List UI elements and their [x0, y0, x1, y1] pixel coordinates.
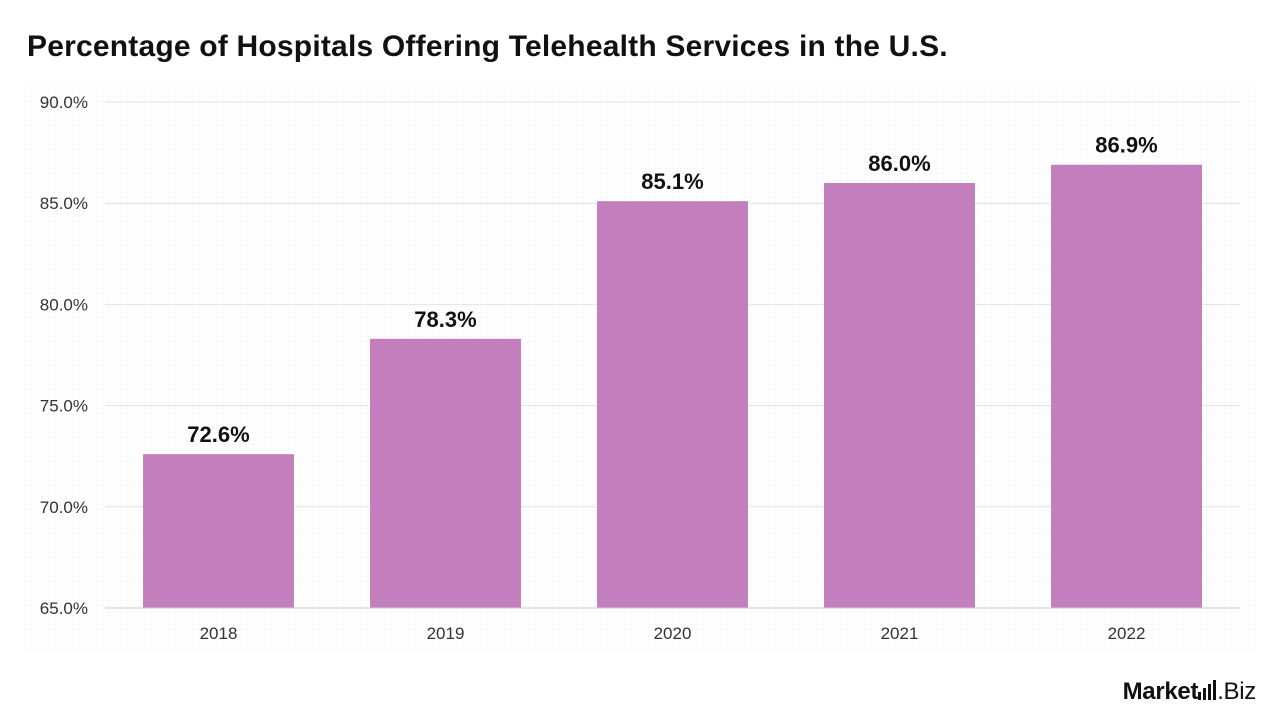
data-label-2022: 86.9% — [1095, 133, 1157, 158]
bar-2019 — [370, 338, 521, 608]
x-tick-labels: 2018 2019 2020 2021 2022 — [200, 624, 1146, 643]
brand-name: Market — [1122, 678, 1199, 705]
y-tick-label: 70.0% — [40, 498, 88, 517]
bar-2021 — [824, 182, 975, 608]
bars — [143, 164, 1202, 608]
x-tick-label: 2021 — [881, 624, 919, 643]
data-label-2021: 86.0% — [868, 151, 930, 176]
x-tick-label: 2019 — [427, 624, 465, 643]
market-biz-logo: Market .Biz — [1122, 678, 1257, 706]
bar-chart-icon — [1196, 678, 1217, 700]
x-tick-label: 2020 — [654, 624, 692, 643]
y-tick-labels: 65.0% 70.0% 75.0% 80.0% 85.0% 90.0% — [40, 93, 88, 618]
bar-2018 — [143, 454, 294, 608]
chart-title: Percentage of Hospitals Offering Telehea… — [27, 30, 948, 63]
data-label-2019: 78.3% — [414, 307, 476, 332]
data-label-2018: 72.6% — [187, 422, 249, 447]
y-tick-label: 65.0% — [40, 599, 88, 618]
x-tick-label: 2018 — [200, 624, 238, 643]
y-tick-label: 80.0% — [40, 295, 88, 314]
bar-2022 — [1051, 164, 1202, 608]
x-tick-label: 2022 — [1108, 624, 1146, 643]
bar-2020 — [597, 201, 748, 608]
y-tick-label: 75.0% — [40, 397, 88, 416]
data-label-2020: 85.1% — [641, 169, 703, 194]
brand-domain: .Biz — [1217, 678, 1256, 705]
y-tick-label: 85.0% — [40, 194, 88, 213]
data-labels: 72.6% 78.3% 85.1% 86.0% 86.9% — [187, 133, 1157, 447]
y-tick-label: 90.0% — [40, 93, 88, 112]
